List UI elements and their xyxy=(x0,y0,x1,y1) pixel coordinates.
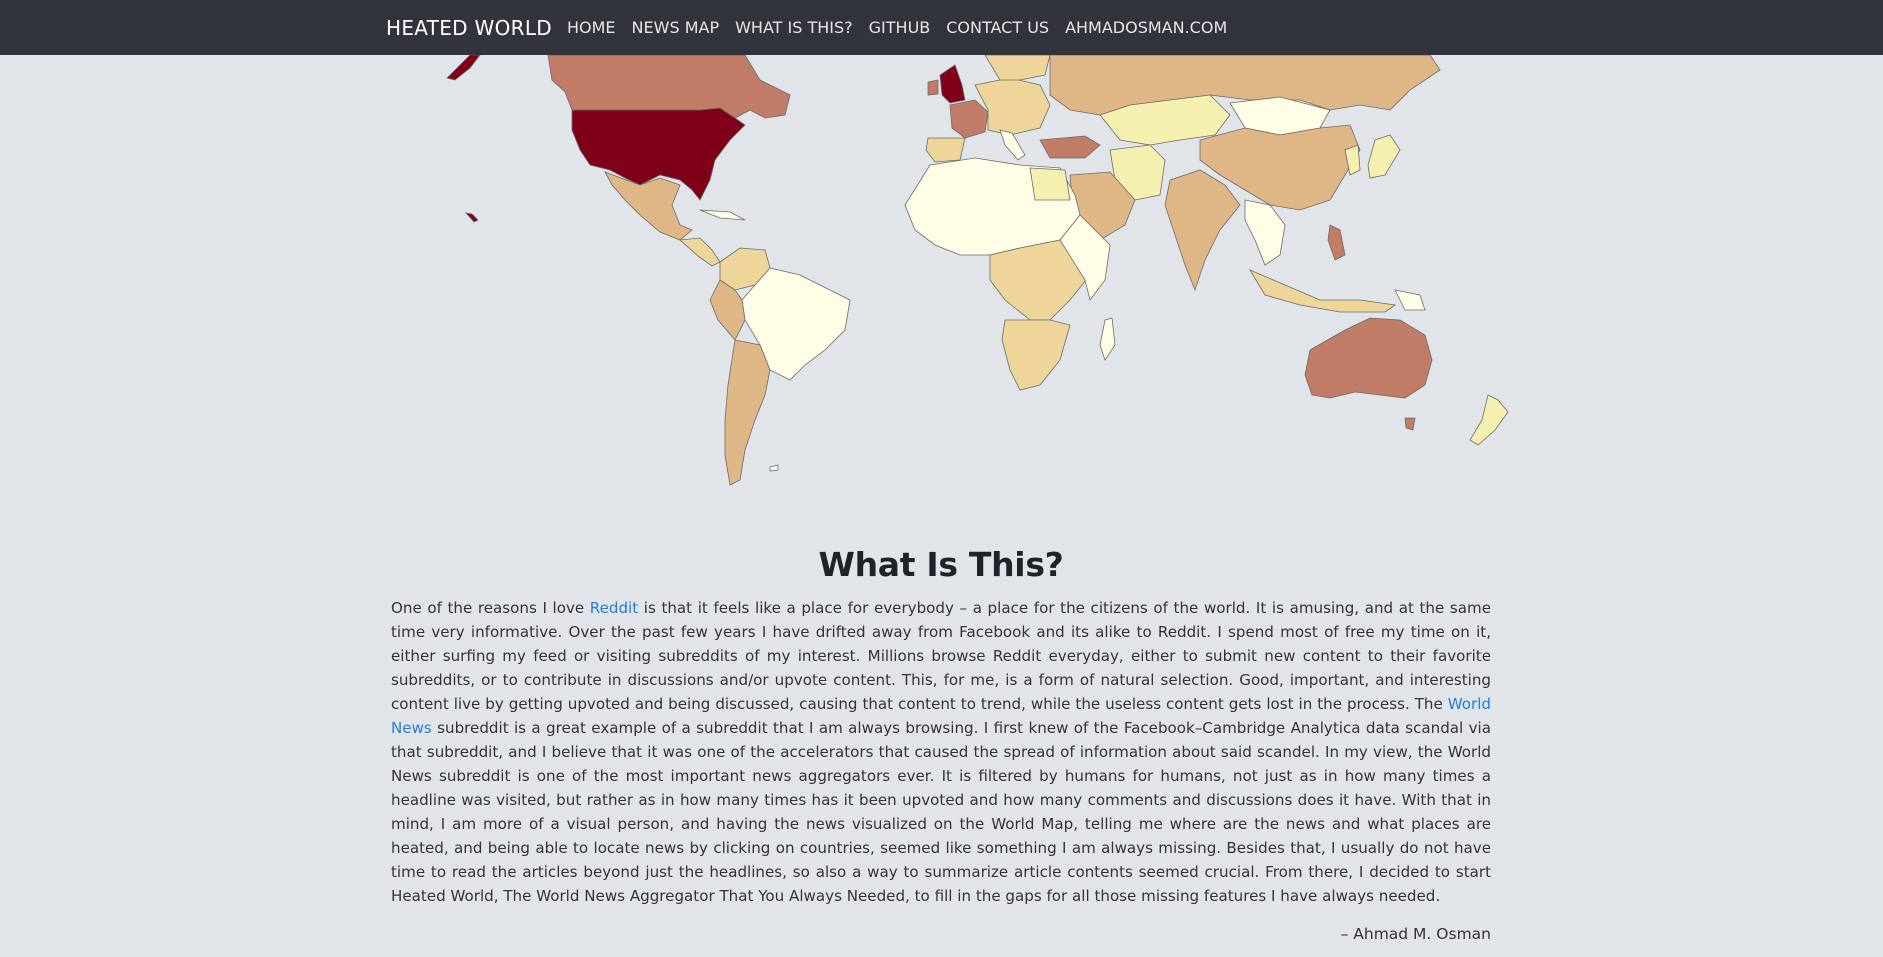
country-egypt[interactable] xyxy=(1029,167,1071,201)
world-heat-map xyxy=(0,55,1883,495)
country-central-africa[interactable] xyxy=(989,239,1091,321)
country-france[interactable] xyxy=(949,99,989,139)
country-canada[interactable] xyxy=(547,55,791,119)
about-section: What Is This? One of the reasons I love … xyxy=(391,545,1491,943)
nav-ahmadosman[interactable]: AHMADOSMAN.COM xyxy=(1065,18,1228,37)
country-spain[interactable] xyxy=(925,137,966,163)
country-china[interactable] xyxy=(1199,124,1361,211)
country-central-america[interactable] xyxy=(679,237,721,267)
country-japan[interactable] xyxy=(1367,134,1401,179)
about-text-2: is that it feels like a place for everyb… xyxy=(391,599,1491,713)
country-southeast-asia[interactable] xyxy=(1244,199,1286,266)
country-cuba[interactable] xyxy=(699,209,746,221)
country-usa[interactable] xyxy=(571,107,746,201)
author-signature: – Ahmad M. Osman xyxy=(1340,925,1491,943)
country-tasmania[interactable] xyxy=(1404,417,1416,431)
country-southern-africa[interactable] xyxy=(1001,319,1071,391)
page-title: What Is This? xyxy=(818,545,1064,584)
country-uk[interactable] xyxy=(939,64,966,104)
world-news-link[interactable]: World News xyxy=(391,695,1491,737)
country-alaska[interactable] xyxy=(446,55,481,81)
country-papua-new-guinea[interactable] xyxy=(1394,289,1426,311)
country-italy[interactable] xyxy=(999,129,1026,161)
country-india[interactable] xyxy=(1164,169,1241,292)
country-scandinavia[interactable] xyxy=(984,55,1051,81)
brand-link[interactable]: HEATED WORLD xyxy=(386,16,552,40)
country-korea[interactable] xyxy=(1344,144,1361,176)
nav-home[interactable]: HOME xyxy=(567,18,616,37)
about-text-1: One of the reasons I love xyxy=(391,599,590,617)
about-paragraph: One of the reasons I love Reddit is that… xyxy=(391,596,1491,908)
top-navbar: HEATED WORLD HOME NEWS MAP WHAT IS THIS?… xyxy=(0,0,1883,55)
country-falklands[interactable] xyxy=(769,464,779,472)
country-philippines[interactable] xyxy=(1327,224,1346,261)
country-turkey[interactable] xyxy=(1039,135,1101,159)
country-mexico[interactable] xyxy=(604,171,693,241)
country-madagascar[interactable] xyxy=(1099,317,1116,361)
country-hawaii[interactable] xyxy=(464,212,479,223)
nav-links: HOME NEWS MAP WHAT IS THIS? GITHUB CONTA… xyxy=(567,18,1243,37)
nav-github[interactable]: GITHUB xyxy=(868,18,931,37)
country-brazil[interactable] xyxy=(741,267,851,381)
country-peru[interactable] xyxy=(709,279,746,341)
world-map-svg xyxy=(446,55,1509,486)
about-text-3: subreddit is a great example of a subred… xyxy=(391,719,1491,905)
country-indonesia[interactable] xyxy=(1249,269,1397,313)
country-east-africa[interactable] xyxy=(1059,214,1111,301)
country-central-europe[interactable] xyxy=(974,77,1051,136)
country-ireland[interactable] xyxy=(927,79,939,96)
reddit-link[interactable]: Reddit xyxy=(589,599,639,617)
country-new-zealand[interactable] xyxy=(1469,394,1509,446)
country-kazakhstan[interactable] xyxy=(1099,94,1231,146)
country-australia[interactable] xyxy=(1304,317,1433,399)
country-argentina[interactable] xyxy=(724,339,771,486)
nav-what-is-this[interactable]: WHAT IS THIS? xyxy=(735,18,853,37)
nav-contact-us[interactable]: CONTACT US xyxy=(946,18,1050,37)
nav-news-map[interactable]: NEWS MAP xyxy=(631,18,720,37)
